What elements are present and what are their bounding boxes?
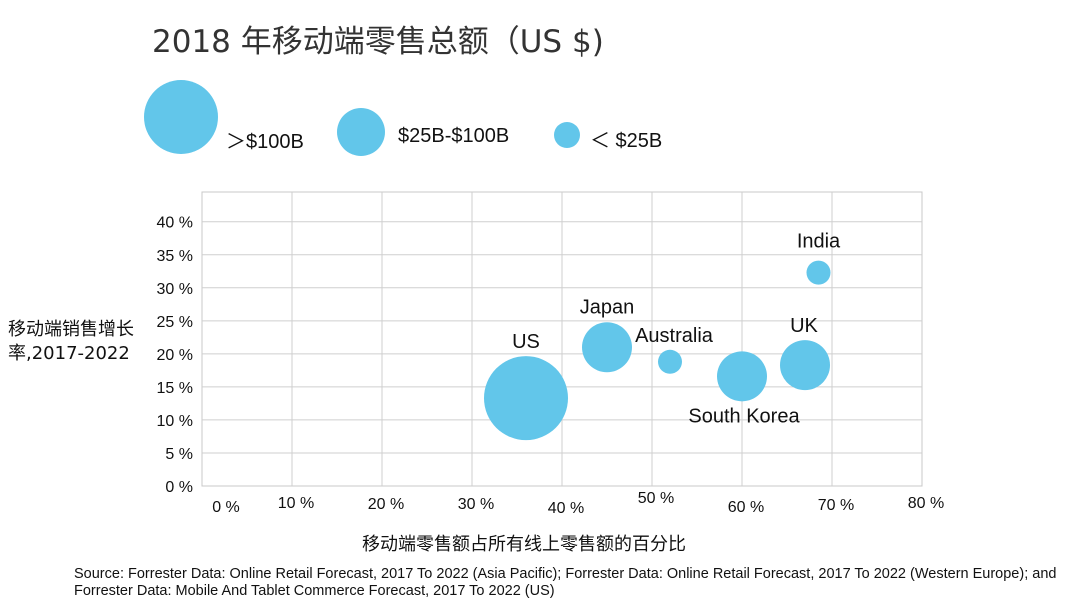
x-tick-label: 10 % [278,495,314,512]
bubble-japan [582,322,632,373]
bubble-label: UK [790,315,818,337]
legend-label-small: ＜ $25B [590,130,663,152]
bubble-india [806,260,831,285]
x-tick-label: 60 % [728,499,764,516]
x-tick-label: 40 % [548,500,584,517]
y-tick-label: 15 % [157,380,193,397]
x-tick-label: 30 % [458,496,494,513]
bubble-chart: 0 % 5 % 10 % 15 % 20 % 25 % 30 % 35 % 40 % 0 % 10 … [157,191,944,517]
x-tick-label: 70 % [818,497,854,514]
legend-bubble-small [554,122,580,148]
y-tick-label: 25 % [157,314,193,331]
bubble-uk [780,340,830,391]
bubble-label: US [512,331,540,353]
y-tick-label: 5 % [165,446,193,463]
y-tick-label: 10 % [157,413,193,430]
legend-bubble-medium [337,108,385,156]
y-tick-label: 20 % [157,347,193,364]
x-tick-label: 50 % [638,490,674,507]
bubble-label: India [797,231,841,253]
bubble-label: Australia [635,325,714,347]
bubble-us [484,356,568,441]
legend-bubble-large [144,80,218,154]
y-tick-label: 0 % [165,479,193,496]
x-tick-label: 0 % [212,499,240,516]
x-tick-label: 20 % [368,496,404,513]
y-tick-label: 35 % [157,248,193,265]
y-tick-label: 40 % [157,215,193,232]
x-tick-label: 80 % [908,495,944,512]
bubble-south-korea [717,351,767,402]
chart-title: 2018 年移动端零售总额（US $) [152,24,604,60]
y-axis-label: 移动端销售增长率,2017-2022 [8,319,134,364]
legend-label-medium: $25B-$100B [398,125,510,147]
x-axis-label: 移动端零售额占所有线上零售额的百分比 [362,534,686,555]
legend-label-large: ＞$100B [226,131,304,153]
bubble-label: Japan [580,296,635,318]
y-tick-label: 30 % [157,281,193,298]
source-note: Source: Forrester Data: Online Retail Fo… [74,566,1057,599]
bubble-label: South Korea [688,405,800,427]
bubble-australia [658,349,682,374]
